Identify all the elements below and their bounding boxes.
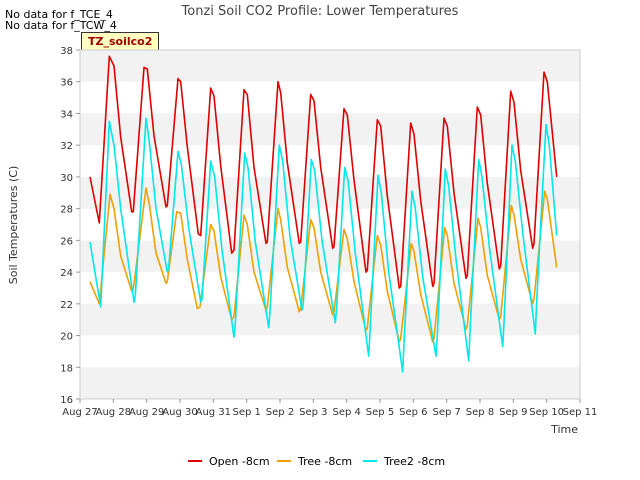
x-tick-label: Sep 1 — [232, 407, 260, 418]
y-tick-label: 26 — [60, 236, 73, 247]
x-tick-label: Sep 2 — [266, 407, 294, 418]
no-data-line-1: No data for f_TCE_4 — [5, 8, 113, 21]
x-axis-label: Time — [550, 423, 578, 436]
y-tick-label: 34 — [60, 109, 73, 120]
y-tick-label: 20 — [60, 332, 73, 343]
x-tick-label: Sep 9 — [499, 407, 527, 418]
grid-band — [80, 50, 580, 82]
x-tick-label: Sep 4 — [332, 407, 360, 418]
x-tick-label: Sep 8 — [466, 407, 494, 418]
x-tick-label: Aug 29 — [129, 407, 164, 418]
x-tick-label: Sep 5 — [366, 407, 394, 418]
series-line-1 — [89, 55, 558, 289]
legend: Open -8cm Tree -8cm Tree2 -8cm — [188, 455, 445, 468]
chart-title: Tonzi Soil CO2 Profile: Lower Temperatur… — [181, 4, 459, 19]
no-data-line-2: No data for f_TCW_4 — [5, 19, 117, 32]
y-tick-label: 24 — [60, 268, 73, 279]
y-tick-label: 18 — [60, 363, 73, 374]
x-tick-label: Aug 27 — [62, 407, 97, 418]
x-tick-label: Sep 6 — [399, 407, 427, 418]
x-tick-label: Sep 3 — [299, 407, 327, 418]
y-tick-label: 28 — [60, 205, 73, 216]
y-tick-label: 22 — [60, 300, 73, 311]
series-lines — [89, 55, 558, 373]
y-axis-label: Soil Temperatures (C) — [7, 166, 20, 285]
x-tick-label: Aug 31 — [196, 407, 231, 418]
x-tick-label: Sep 7 — [432, 407, 460, 418]
series-line-3 — [89, 117, 558, 373]
x-tick-label: Sep 11 — [563, 407, 598, 418]
x-tick-label: Aug 30 — [162, 407, 197, 418]
y-tick-label: 30 — [60, 173, 73, 184]
grid-band — [80, 113, 580, 146]
series-line-2 — [89, 187, 558, 343]
x-tick-label: Sep 10 — [529, 407, 564, 418]
site-badge[interactable]: TZ_soilco2 — [81, 32, 160, 51]
plot-frame — [79, 49, 581, 400]
grid-bands — [80, 50, 580, 399]
grid-band — [80, 367, 580, 399]
y-axis-ticks: 16 18 20 22 24 26 28 30 32 34 36 38 — [60, 46, 80, 406]
legend-label: Tree -8cm — [297, 455, 352, 468]
y-tick-label: 38 — [60, 46, 73, 57]
legend-label: Tree2 -8cm — [383, 455, 445, 468]
x-tick-label: Aug 28 — [96, 407, 131, 418]
y-tick-label: 16 — [60, 395, 73, 406]
legend-label: Open -8cm — [209, 455, 270, 468]
y-tick-label: 32 — [60, 141, 73, 152]
y-tick-label: 36 — [60, 78, 73, 89]
